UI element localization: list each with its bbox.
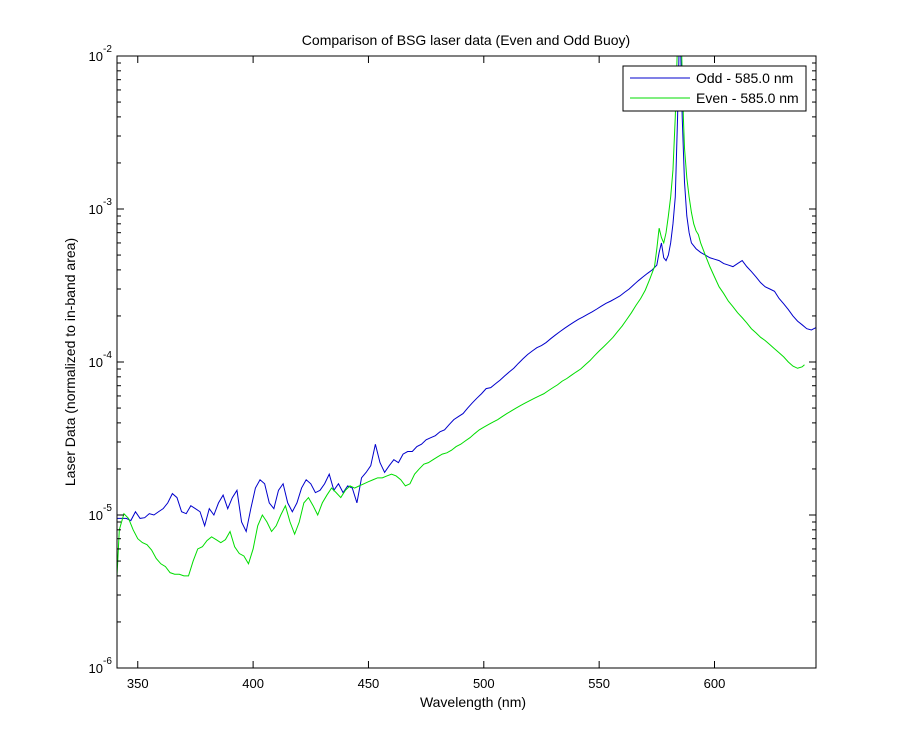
x-tick-label: 500 — [473, 676, 495, 691]
x-tick-label: 550 — [588, 676, 610, 691]
series-line-odd — [117, 56, 816, 534]
y-tick-label: 10 — [89, 202, 103, 217]
plot-area — [117, 56, 816, 668]
y-tick-label: 10 — [89, 508, 103, 523]
y-tick-exponent: -2 — [103, 44, 112, 55]
y-tick-label: 10 — [89, 661, 103, 676]
y-tick-exponent: -3 — [103, 197, 112, 208]
legend-label-even: Even - 585.0 nm — [696, 90, 799, 106]
x-tick-label: 400 — [242, 676, 264, 691]
y-tick-exponent: -6 — [103, 656, 112, 667]
series-line-even — [117, 56, 805, 577]
x-axis-label: Wavelength (nm) — [420, 694, 526, 710]
chart-title: Comparison of BSG laser data (Even and O… — [302, 32, 630, 48]
x-tick-label: 600 — [704, 676, 726, 691]
series-layer — [117, 56, 816, 577]
legend-box — [622, 65, 807, 112]
y-tick-label: 10 — [89, 49, 103, 64]
legend-label-odd: Odd - 585.0 nm — [696, 70, 793, 86]
x-tick-label: 450 — [358, 676, 380, 691]
legend: Odd - 585.0 nm Even - 585.0 nm — [622, 65, 807, 112]
y-tick-exponent: -4 — [103, 350, 112, 361]
y-axis-label: Laser Data (normalized to in-band area) — [62, 238, 78, 486]
y-tick-exponent: -5 — [103, 503, 112, 514]
y-tick-label: 10 — [89, 355, 103, 370]
x-tick-label: 350 — [127, 676, 149, 691]
